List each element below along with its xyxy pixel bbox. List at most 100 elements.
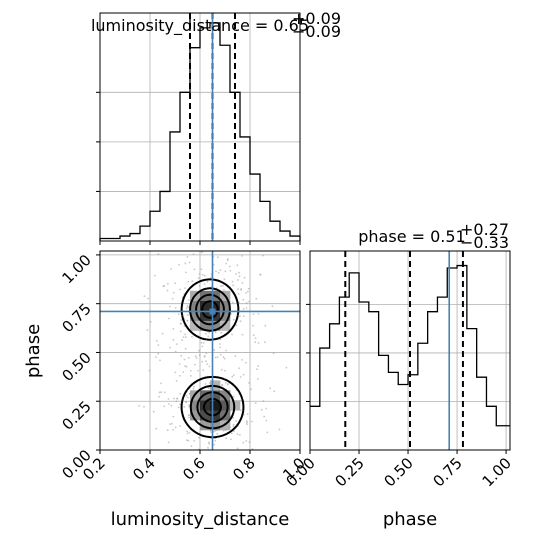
- sample-point: [184, 287, 187, 289]
- sample-point: [167, 317, 170, 320]
- density-cell: [210, 390, 221, 401]
- sample-point: [160, 382, 162, 385]
- sample-point: [163, 405, 166, 408]
- sample-point: [207, 335, 210, 338]
- hist-phase-title-sup: +0.27: [460, 220, 509, 239]
- sample-point: [186, 396, 189, 399]
- sample-point: [175, 343, 178, 345]
- sample-point: [236, 447, 239, 450]
- sample-point: [241, 333, 244, 336]
- sample-point: [285, 366, 288, 369]
- density-cell: [220, 310, 231, 321]
- phase-x-tick-label: 0.25: [331, 454, 367, 490]
- sample-point: [213, 349, 216, 352]
- sample-point: [232, 243, 234, 245]
- sample-point: [236, 279, 239, 281]
- sample-point: [179, 425, 182, 427]
- sample-point: [236, 264, 239, 267]
- sample-point: [192, 387, 195, 390]
- sample-point: [216, 356, 219, 358]
- sample-point: [187, 454, 189, 456]
- sample-point: [224, 382, 227, 384]
- sample-point: [237, 293, 240, 295]
- sample-point: [187, 280, 190, 283]
- sample-point: [240, 288, 243, 290]
- sample-point: [177, 406, 180, 409]
- sample-point: [179, 403, 182, 406]
- sample-point: [178, 263, 180, 266]
- density-cell: [200, 300, 211, 311]
- sample-point: [214, 331, 217, 334]
- sample-point: [237, 288, 240, 290]
- x-tick-label: 0.4: [129, 454, 159, 484]
- sample-point: [235, 273, 237, 275]
- density-cell: [190, 300, 201, 311]
- sample-point: [239, 376, 242, 378]
- sample-point: [232, 395, 235, 398]
- sample-point: [235, 420, 238, 422]
- sample-point: [174, 426, 177, 429]
- x-axis-label-phase: phase: [383, 509, 437, 530]
- sample-point: [198, 285, 201, 287]
- sample-point: [193, 385, 195, 388]
- sample-point: [220, 331, 223, 334]
- sample-point: [222, 356, 225, 358]
- sample-point: [166, 429, 169, 432]
- sample-point: [254, 337, 257, 339]
- x-tick-label: 0.8: [229, 454, 259, 484]
- sample-point: [223, 357, 226, 360]
- sample-point: [194, 237, 196, 239]
- sample-point: [138, 405, 141, 407]
- sample-point: [232, 425, 235, 428]
- sample-point: [177, 313, 180, 315]
- sample-point: [155, 427, 158, 430]
- sample-point: [182, 336, 185, 338]
- sample-point: [195, 212, 197, 214]
- sample-point: [180, 354, 183, 357]
- density-cell: [200, 320, 211, 331]
- sample-point: [233, 249, 235, 251]
- sample-point: [188, 405, 191, 408]
- sample-point: [224, 270, 227, 273]
- sample-point: [213, 443, 216, 446]
- sample-point: [181, 339, 184, 341]
- sample-point: [187, 357, 190, 359]
- sample-point: [148, 369, 151, 372]
- sample-point: [217, 219, 219, 221]
- sample-point: [246, 413, 249, 415]
- hist-luminosity-distance-title-sup: +0.09: [292, 9, 341, 28]
- sample-point: [248, 382, 251, 384]
- sample-point: [243, 276, 246, 279]
- density-cell: [220, 320, 231, 331]
- sample-point: [193, 268, 196, 271]
- y-axis-label-phase: phase: [23, 324, 44, 378]
- sample-point: [186, 319, 189, 322]
- sample-point: [225, 262, 228, 265]
- sample-point: [172, 415, 175, 418]
- sample-point: [208, 442, 211, 445]
- sample-point: [201, 360, 204, 363]
- sample-point: [219, 269, 222, 271]
- density-cell: [190, 410, 201, 421]
- sample-point: [264, 341, 266, 344]
- sample-point: [146, 329, 149, 331]
- sample-point: [245, 302, 248, 304]
- sample-point: [172, 428, 175, 431]
- sample-point: [242, 308, 245, 310]
- sample-point: [247, 287, 250, 290]
- sample-point: [205, 332, 207, 335]
- sample-point: [245, 307, 248, 309]
- sample-point: [175, 380, 178, 382]
- sample-point: [257, 313, 260, 315]
- sample-point: [187, 414, 190, 417]
- sample-point: [198, 354, 201, 357]
- sample-point: [206, 280, 209, 283]
- sample-point: [175, 400, 178, 403]
- sample-point: [239, 320, 242, 323]
- sample-point: [194, 363, 196, 366]
- sample-point: [173, 397, 176, 400]
- sample-point: [232, 423, 235, 426]
- sample-point: [168, 403, 170, 405]
- sample-point: [216, 466, 218, 468]
- phase-x-tick-label: 0.75: [430, 454, 466, 490]
